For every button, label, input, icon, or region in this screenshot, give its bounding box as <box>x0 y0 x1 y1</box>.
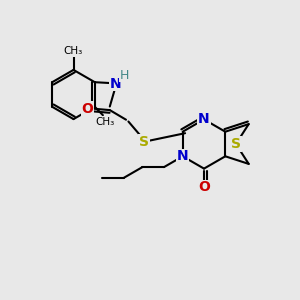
Text: S: S <box>231 137 241 151</box>
Text: N: N <box>177 149 188 163</box>
Text: CH₃: CH₃ <box>96 117 115 127</box>
Text: S: S <box>139 135 149 149</box>
Text: O: O <box>82 102 94 116</box>
Text: N: N <box>110 77 121 91</box>
Text: N: N <box>198 112 210 126</box>
Text: O: O <box>198 180 210 194</box>
Text: CH₃: CH₃ <box>64 46 83 56</box>
Text: H: H <box>120 69 130 82</box>
